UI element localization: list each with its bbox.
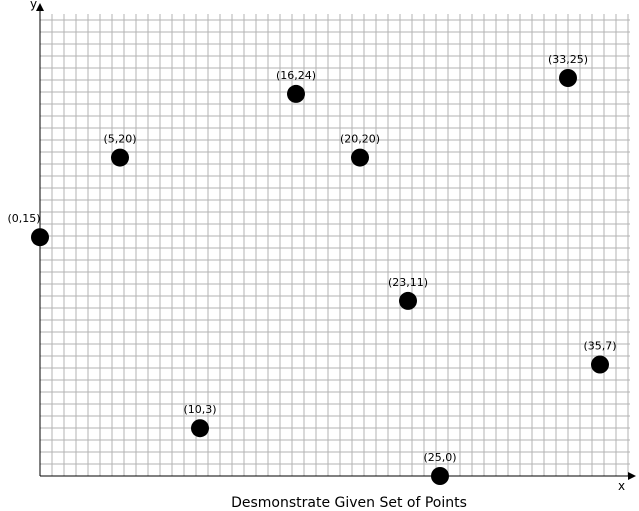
point-label: (16,24) xyxy=(276,69,316,82)
data-point xyxy=(191,419,209,437)
chart-title: Desmonstrate Given Set of Points xyxy=(231,495,467,511)
point-label: (35,7) xyxy=(583,340,616,353)
data-point xyxy=(591,356,609,374)
point-label: (25,0) xyxy=(423,451,456,464)
data-point xyxy=(351,149,369,167)
data-point xyxy=(431,467,449,485)
y-axis-arrow xyxy=(36,3,44,11)
data-point xyxy=(399,292,417,310)
point-label: (10,3) xyxy=(183,403,216,416)
data-points: (0,15) (5,20) (10,3) (16,24) (20,20) (23,11) (… xyxy=(7,53,616,485)
point-label: (33,25) xyxy=(548,53,588,66)
y-axis-label: y xyxy=(30,0,37,11)
data-point xyxy=(559,69,577,87)
data-point xyxy=(287,85,305,103)
point-label: (0,15) xyxy=(7,212,40,225)
grid xyxy=(40,14,630,476)
point-label: (20,20) xyxy=(340,133,380,146)
axes: y x xyxy=(30,0,636,493)
data-point xyxy=(31,228,49,246)
data-point xyxy=(111,149,129,167)
x-axis-label: x xyxy=(618,479,625,493)
point-label: (5,20) xyxy=(103,133,136,146)
point-label: (23,11) xyxy=(388,276,428,289)
x-axis-arrow xyxy=(628,472,636,480)
